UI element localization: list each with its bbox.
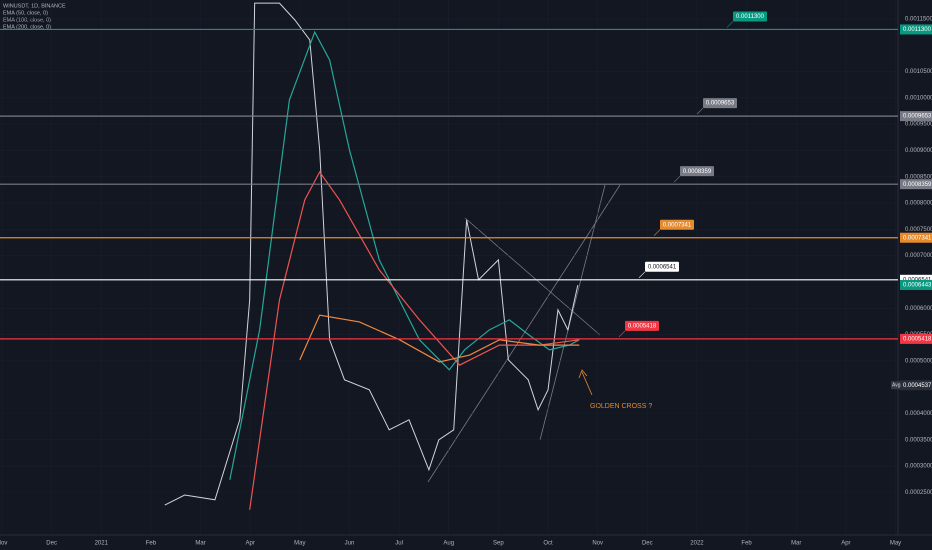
axis-tag-box <box>900 111 932 122</box>
x-tick-label: Sep <box>493 541 504 547</box>
x-tick-label: Mar <box>791 541 801 547</box>
x-tick-label: Feb <box>146 541 157 547</box>
x-tick-label: Aug <box>443 541 454 547</box>
axis-tag-box <box>900 333 932 344</box>
x-tick-label: May <box>294 541 305 547</box>
y-tick-label: 0.0006000 <box>905 306 932 312</box>
axis-tag: 0.0009653 <box>903 114 932 120</box>
level-tag-pointer <box>618 330 626 338</box>
y-tick-label: 0.0009500 <box>905 122 932 128</box>
x-tick-label: Nov <box>592 541 603 547</box>
marker-tag: Avg <box>892 383 901 389</box>
level-tag-pointer <box>673 175 681 183</box>
x-tick-label: Nov <box>0 541 7 547</box>
level-tag: 0.0005418 <box>628 323 657 329</box>
x-tick-label: Dec <box>642 541 653 547</box>
annotation: GOLDEN CROSS ? <box>590 403 652 410</box>
marker-box <box>900 380 932 391</box>
y-tick-label: 0.0010500 <box>905 69 932 75</box>
arrow <box>578 369 593 396</box>
level-tag-box <box>625 320 659 331</box>
y-tick-label: 0.0005000 <box>905 358 932 364</box>
indicator-label: EMA (200, close, 0) <box>3 24 51 30</box>
level-tag-box <box>703 98 737 109</box>
y-tick-label: 0.0010000 <box>905 95 932 101</box>
level-tag: 0.0006541 <box>648 264 677 270</box>
price-line <box>164 2 579 506</box>
marker-label: 0.0004537 <box>903 383 932 389</box>
y-tick-label: 0.0011500 <box>905 17 932 23</box>
ema-line <box>249 170 580 510</box>
level-tag: 0.0009653 <box>706 101 735 107</box>
level-tag-box <box>660 219 694 230</box>
y-tick-label: 0.0008000 <box>905 201 932 207</box>
axis-tag-box <box>900 274 932 285</box>
indicator-label: EMA (50, close, 0) <box>3 10 48 16</box>
level-tag: 0.0007341 <box>663 222 692 228</box>
y-tick-label: 0.0003000 <box>905 464 932 470</box>
x-tick-label: May <box>890 541 901 547</box>
axis-tag: 0.0005418 <box>903 336 932 342</box>
y-tick-label: 0.0007500 <box>905 227 932 233</box>
level-tag: 0.0011300 <box>736 14 765 20</box>
x-tick-label: Apr <box>246 541 255 547</box>
level-tag-pointer <box>696 107 704 115</box>
y-tick-label: 0.0008500 <box>905 174 932 180</box>
axis-tag-box <box>900 24 932 35</box>
y-tick-label: 0.0004000 <box>905 411 932 417</box>
axis-tag: 0.0011300 <box>903 27 932 33</box>
y-tick-label: 0.0007000 <box>905 253 932 259</box>
y-tick-label: 0.0009000 <box>905 148 932 154</box>
marker-box <box>900 279 932 290</box>
level-tag-pointer <box>638 271 646 279</box>
axis-tag: 0.0008359 <box>903 182 932 188</box>
level-tag-box <box>645 261 679 272</box>
axis-tag-box <box>900 179 932 190</box>
axis-tag: 0.0007341 <box>903 235 932 241</box>
x-tick-label: Apr <box>841 541 850 547</box>
level-tag-box <box>733 11 767 22</box>
x-tick-label: 2021 <box>95 541 109 547</box>
ema-line <box>229 30 580 480</box>
x-tick-label: 2022 <box>690 541 704 547</box>
ema-line <box>299 314 580 363</box>
y-tick-label: 0.0002500 <box>905 490 932 496</box>
axis-tag-box <box>900 232 932 243</box>
marker-label: 0.0006443 <box>903 283 932 289</box>
x-tick-label: Dec <box>46 541 57 547</box>
chart-title: WINUSDT, 1D, BINANCE <box>3 3 66 9</box>
marker-tag-box <box>891 381 900 390</box>
x-tick-label: Oct <box>543 541 553 547</box>
x-tick-label: Jul <box>395 541 403 547</box>
x-tick-label: Feb <box>741 541 752 547</box>
level-tag-pointer <box>726 21 734 28</box>
level-tag-box <box>680 166 714 177</box>
level-tag: 0.0008359 <box>683 169 712 175</box>
y-tick-label: 0.0003500 <box>905 437 932 443</box>
x-tick-label: Jun <box>345 541 355 547</box>
indicator-label: EMA (100, close, 0) <box>3 17 51 23</box>
level-tag-pointer <box>653 229 661 236</box>
x-tick-label: Mar <box>195 541 205 547</box>
